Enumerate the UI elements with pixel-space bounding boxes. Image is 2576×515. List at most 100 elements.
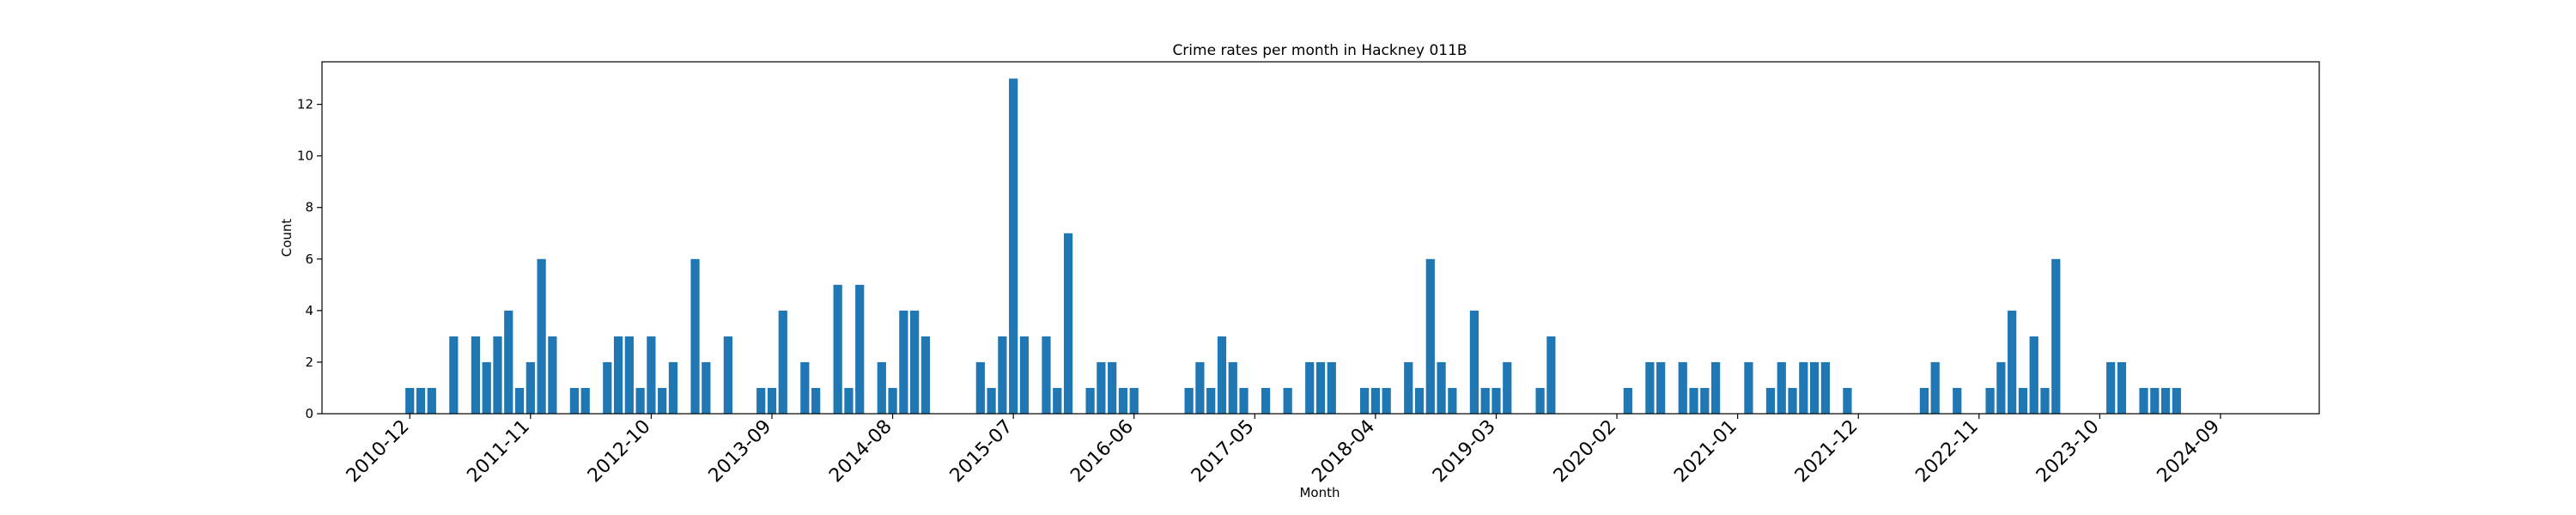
bar bbox=[1425, 258, 1435, 414]
bar bbox=[537, 258, 546, 414]
bar bbox=[1799, 361, 1808, 414]
bar bbox=[833, 284, 842, 414]
bar bbox=[767, 387, 777, 414]
bar bbox=[1063, 233, 1073, 414]
bar bbox=[910, 310, 920, 414]
x-tick-label: 2024-09 bbox=[2154, 416, 2225, 488]
x-tick-label: 2019-03 bbox=[1429, 416, 1500, 488]
y-axis-title: Count bbox=[279, 219, 295, 258]
bar bbox=[1217, 336, 1227, 414]
bar bbox=[1788, 387, 1797, 414]
bar bbox=[690, 258, 700, 414]
bar bbox=[1623, 387, 1632, 414]
bar bbox=[493, 336, 502, 414]
bar bbox=[1019, 336, 1030, 414]
bar bbox=[2139, 387, 2148, 414]
bar bbox=[2160, 387, 2171, 414]
bar bbox=[702, 361, 711, 414]
bar bbox=[416, 387, 426, 414]
bar bbox=[1810, 361, 1820, 414]
x-tick-label: 2015-07 bbox=[946, 416, 1018, 488]
bar bbox=[2051, 258, 2061, 414]
bar bbox=[1953, 387, 1962, 414]
bar bbox=[1053, 387, 1062, 414]
bar bbox=[471, 336, 481, 414]
bar bbox=[1765, 387, 1776, 414]
bar bbox=[1382, 387, 1391, 414]
x-tick-label: 2020-02 bbox=[1550, 416, 1621, 488]
bar bbox=[899, 310, 908, 414]
bar bbox=[844, 387, 854, 414]
bar bbox=[405, 387, 415, 414]
bar bbox=[1645, 361, 1655, 414]
bar bbox=[1469, 310, 1479, 414]
chart-title: Crime rates per month in Hackney 011B bbox=[1172, 42, 1467, 59]
bar bbox=[855, 284, 865, 414]
bar bbox=[723, 336, 732, 414]
bar bbox=[998, 336, 1007, 414]
x-tick-label: 2012-10 bbox=[584, 416, 655, 488]
y-tick-label: 12 bbox=[297, 97, 313, 112]
bar bbox=[1843, 387, 1852, 414]
bar bbox=[1315, 361, 1326, 414]
bar bbox=[1744, 361, 1753, 414]
bar bbox=[1283, 387, 1292, 414]
bar bbox=[1327, 361, 1336, 414]
y-tick-label: 0 bbox=[305, 406, 313, 421]
bar bbox=[1930, 361, 1940, 414]
bar bbox=[1985, 387, 1995, 414]
bar bbox=[2117, 361, 2127, 414]
bar bbox=[1437, 361, 1446, 414]
bar bbox=[1535, 387, 1545, 414]
y-tick-label: 2 bbox=[305, 354, 313, 370]
bar bbox=[1689, 387, 1698, 414]
y-axis: 0 2 4 6 8 10 12 bbox=[297, 97, 322, 421]
bar bbox=[2029, 336, 2038, 414]
bar bbox=[1370, 387, 1381, 414]
bar bbox=[2018, 387, 2028, 414]
bar bbox=[2150, 387, 2160, 414]
bar bbox=[647, 336, 656, 414]
bar bbox=[427, 387, 436, 414]
bar bbox=[1503, 361, 1512, 414]
x-tick-label: 2023-10 bbox=[2032, 416, 2104, 488]
x-tick-label: 2011-11 bbox=[463, 416, 534, 488]
bar bbox=[668, 361, 678, 414]
x-tick-label: 2018-04 bbox=[1308, 416, 1379, 488]
bar bbox=[2040, 387, 2050, 414]
bar bbox=[1239, 387, 1249, 414]
y-tick-label: 6 bbox=[305, 251, 313, 267]
bar bbox=[877, 361, 886, 414]
bar bbox=[1228, 361, 1237, 414]
bar bbox=[1261, 387, 1271, 414]
bar bbox=[504, 310, 513, 414]
x-tick-label: 2021-01 bbox=[1670, 416, 1741, 488]
bar bbox=[1360, 387, 1370, 414]
bar bbox=[635, 387, 645, 414]
bar bbox=[778, 310, 787, 414]
bar bbox=[1492, 387, 1501, 414]
bar bbox=[1305, 361, 1315, 414]
bar bbox=[1097, 361, 1106, 414]
bar bbox=[624, 336, 634, 414]
bar bbox=[800, 361, 810, 414]
bar bbox=[526, 361, 535, 414]
x-tick-label: 2017-05 bbox=[1188, 416, 1259, 488]
bar bbox=[987, 387, 996, 414]
bar bbox=[2008, 310, 2017, 414]
x-tick-label: 2022-11 bbox=[1911, 416, 1983, 488]
bar bbox=[1404, 361, 1413, 414]
bar bbox=[658, 387, 667, 414]
bar bbox=[1700, 387, 1710, 414]
bar bbox=[975, 361, 985, 414]
bar bbox=[2106, 361, 2116, 414]
bar bbox=[920, 336, 931, 414]
y-tick-label: 10 bbox=[297, 148, 313, 164]
bar bbox=[548, 336, 557, 414]
bar bbox=[1129, 387, 1139, 414]
bar bbox=[811, 387, 821, 414]
bar bbox=[569, 387, 580, 414]
bar bbox=[1820, 361, 1830, 414]
